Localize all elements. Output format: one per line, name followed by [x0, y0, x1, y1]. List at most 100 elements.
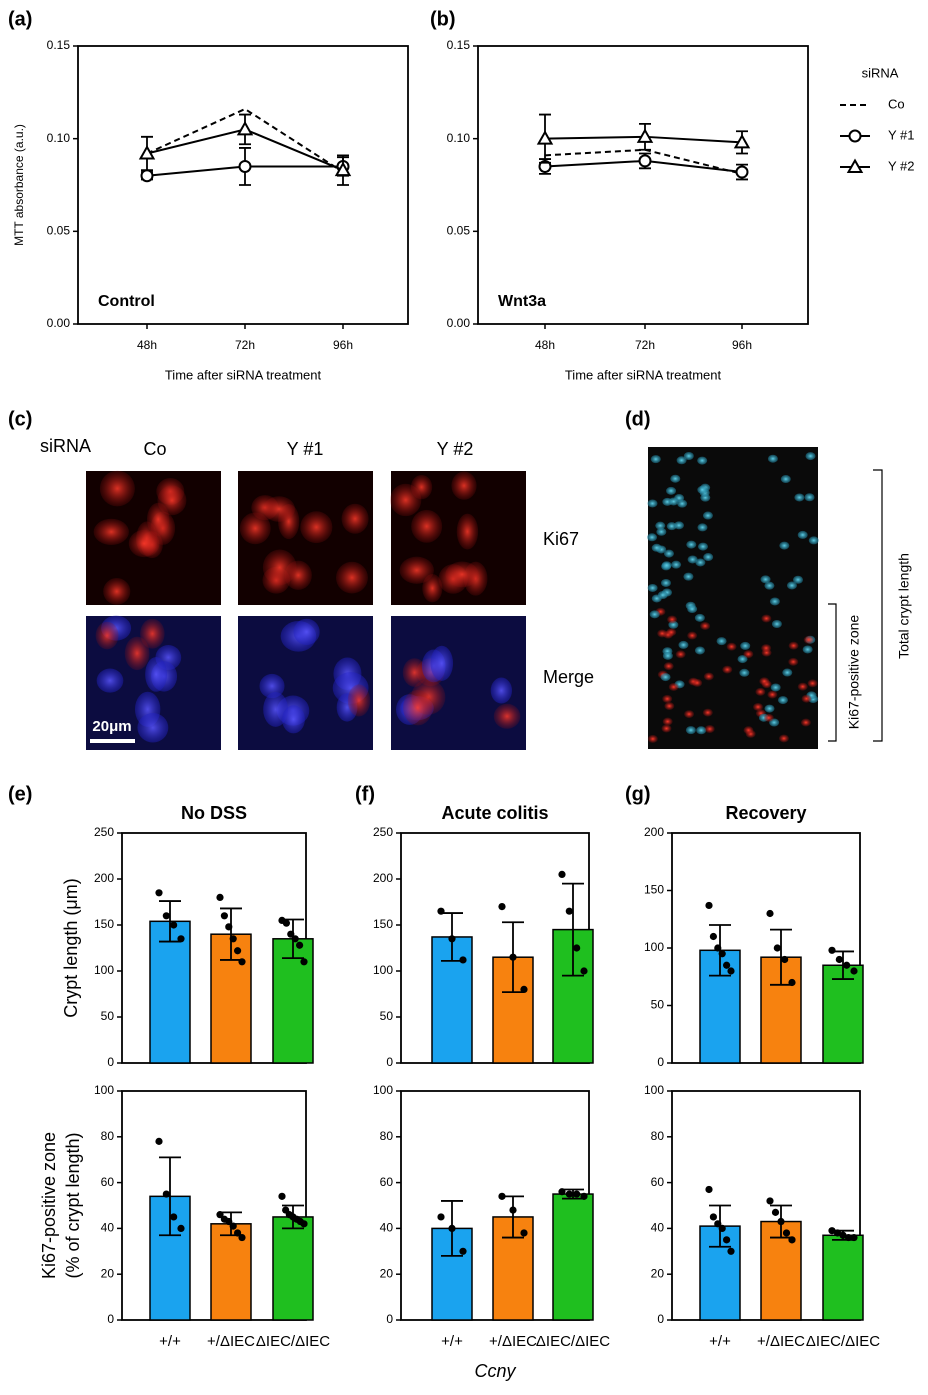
nucleus — [95, 621, 119, 650]
data-point — [766, 1197, 774, 1205]
cell — [794, 493, 805, 502]
data-point — [291, 935, 299, 943]
cell — [663, 662, 674, 671]
cell — [647, 499, 658, 508]
nucleus — [445, 561, 479, 588]
data-point — [727, 1247, 735, 1255]
cell — [697, 485, 708, 494]
cell — [683, 451, 694, 460]
y-tick-label: 100 — [94, 1083, 114, 1097]
nucleus — [293, 618, 320, 645]
y-tick-label: 50 — [651, 998, 665, 1012]
panel-label: (e) — [8, 783, 32, 805]
y-tick-label: 200 — [373, 871, 393, 885]
plot-frame — [477, 45, 809, 325]
chart-title: No DSS — [181, 803, 247, 823]
nucleus — [263, 496, 295, 522]
y-tick-label: 0 — [107, 1055, 114, 1069]
cell — [687, 605, 698, 614]
y-tick-label: 80 — [380, 1129, 394, 1143]
y-tick-label: 150 — [644, 883, 664, 897]
data-point — [234, 947, 242, 955]
data-point — [459, 956, 467, 964]
x-tick-label: +/+ — [159, 1333, 181, 1350]
data-point — [565, 1190, 573, 1198]
cell — [716, 637, 727, 646]
x-tick-label: 72h — [235, 338, 255, 352]
cell — [803, 635, 814, 644]
cell — [801, 694, 812, 703]
x-axis-label: Time after siRNA treatment — [565, 367, 722, 382]
cell — [743, 650, 754, 659]
y-tick-label: 100 — [373, 963, 393, 977]
cell — [779, 541, 790, 550]
data-point — [216, 1211, 224, 1219]
annotation: Wnt3a — [498, 293, 546, 310]
y-tick-label: 60 — [380, 1175, 394, 1189]
cell — [703, 553, 714, 562]
cell — [685, 726, 696, 735]
row-title: siRNA — [40, 436, 91, 456]
bar — [149, 920, 191, 1064]
x-tick-label: ΔIEC/ΔIEC — [536, 1333, 610, 1350]
marker — [848, 129, 862, 143]
cell — [700, 621, 711, 630]
nucleus — [96, 668, 124, 693]
cell — [761, 614, 772, 623]
x-tick-label: +/+ — [441, 1333, 463, 1350]
error-bar — [562, 1188, 584, 1200]
y-axis-label: Ki67-positive zone — [39, 1132, 59, 1279]
data-point — [238, 958, 246, 966]
data-point — [448, 935, 456, 943]
cell — [657, 591, 668, 600]
cell — [670, 474, 681, 483]
data-point — [705, 1185, 713, 1194]
legend-label: Co — [888, 96, 905, 111]
cell — [760, 575, 771, 584]
y-tick-label: 0 — [657, 1055, 664, 1069]
marker — [138, 144, 156, 160]
data-point — [828, 946, 836, 954]
cell — [697, 456, 708, 465]
marker — [236, 120, 254, 136]
bracket-label: Ki67-positive zone — [846, 615, 862, 730]
cell — [797, 682, 808, 691]
cell — [804, 493, 815, 502]
nucleus — [124, 636, 150, 671]
y-tick-label: 0.05 — [47, 224, 71, 238]
cell — [755, 687, 766, 696]
data-point — [850, 1233, 858, 1242]
cell — [696, 726, 707, 735]
nucleus — [146, 502, 170, 536]
plot-frame — [77, 45, 409, 325]
nucleus — [430, 645, 454, 681]
cell — [647, 533, 658, 542]
data-point — [573, 1190, 581, 1198]
cell — [666, 486, 677, 495]
data-point — [448, 1224, 456, 1232]
data-point — [216, 893, 224, 902]
annotation: Control — [98, 293, 155, 310]
cell — [722, 665, 733, 674]
nucleus — [140, 618, 165, 649]
cell — [808, 536, 819, 545]
bar — [272, 1216, 314, 1321]
nucleus — [239, 512, 271, 545]
data-point — [788, 978, 796, 987]
cell — [668, 497, 679, 506]
bracket — [828, 469, 883, 742]
data-point — [835, 955, 843, 964]
panel-label: (b) — [430, 8, 456, 30]
cell — [664, 702, 675, 711]
data-point — [718, 1224, 726, 1232]
data-point — [520, 1229, 528, 1237]
data-point — [714, 1220, 722, 1228]
cell — [694, 646, 705, 655]
cell — [656, 527, 667, 536]
y-tick-label: 0.15 — [447, 38, 471, 52]
data-point — [509, 1206, 517, 1214]
chart-title: Recovery — [725, 803, 806, 823]
y-tick-label: 0 — [657, 1312, 664, 1326]
data-point — [162, 1190, 170, 1198]
